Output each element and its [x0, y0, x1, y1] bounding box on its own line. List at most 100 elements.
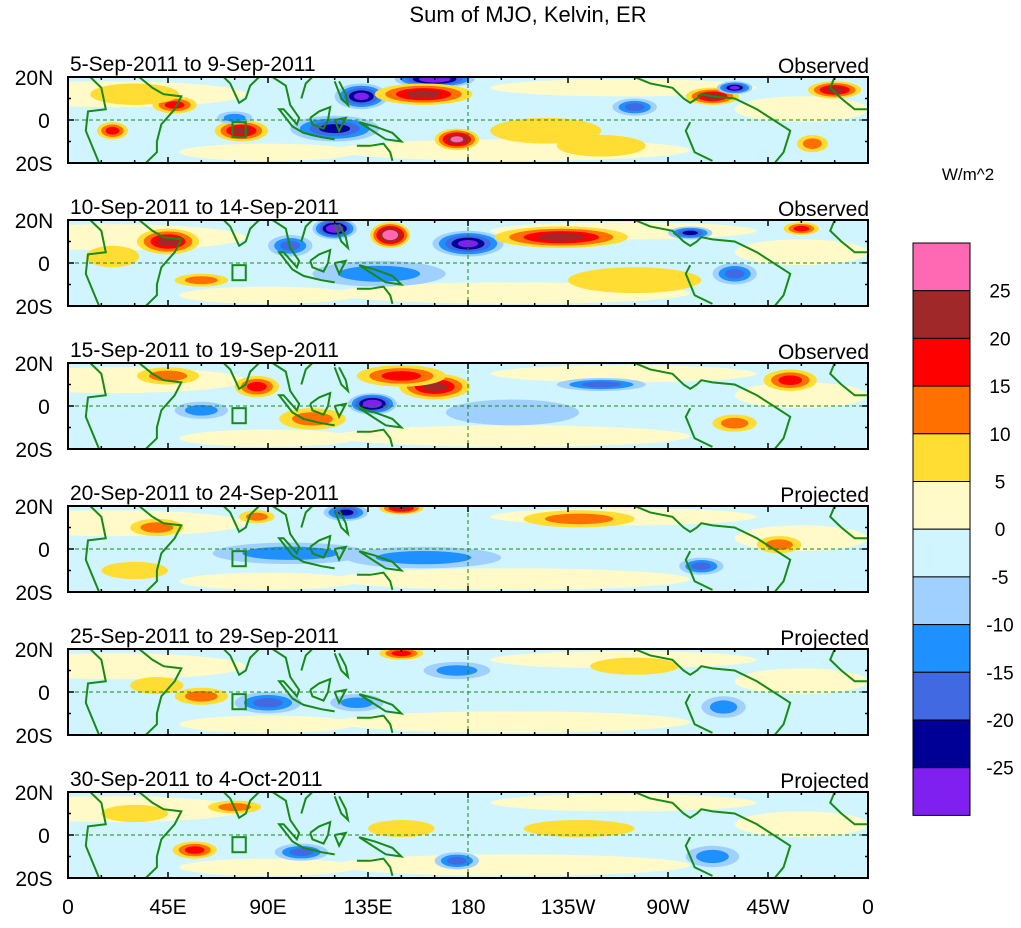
anomaly-contour: [164, 101, 185, 109]
panel-kind-label: Observed: [778, 198, 869, 221]
anomaly-contour: [184, 691, 218, 702]
weak-positive-region: [334, 425, 691, 447]
colorbar: W/m^2 25 20 15 10 5 0 -5 -10 -15 -20 -25: [912, 165, 1014, 816]
anomaly-contour: [130, 676, 184, 695]
weak-positive-region: [179, 286, 357, 304]
colorbar-swatch: [912, 624, 971, 673]
x-tick-label: 45E: [149, 896, 186, 919]
weak-positive-region: [179, 858, 357, 876]
coastline: [333, 223, 350, 251]
colorbar-tick-label: 5: [995, 473, 1006, 494]
anomaly-contour: [101, 804, 168, 823]
panel-date-range: 30-Sep-2011 to 4-Oct-2011: [70, 768, 323, 791]
coastline: [300, 77, 314, 99]
panel-date-range: 25-Sep-2011 to 29-Sep-2011: [70, 625, 339, 648]
coastline: [634, 363, 792, 449]
y-tick-label: 20N: [15, 353, 54, 376]
anomaly-contour: [765, 539, 793, 550]
colorbar-unit-label: W/m^2: [942, 165, 994, 184]
reference-box: [231, 693, 247, 711]
y-tick-label: 20S: [15, 582, 52, 605]
anomaly-contour: [422, 382, 448, 392]
colorbar-swatch: [912, 385, 971, 435]
y-tick-label: 20N: [15, 67, 54, 90]
coastline: [333, 402, 348, 420]
y-tick-label: 20S: [15, 725, 52, 748]
panel-kind-label: Projected: [780, 484, 869, 507]
coastline: [333, 795, 350, 823]
coastline: [829, 792, 868, 826]
reference-box: [231, 407, 247, 425]
anomaly-contour: [450, 136, 464, 143]
colorbar-tick-label: -25: [986, 759, 1013, 780]
colorbar-tick-label: 15: [989, 377, 1010, 398]
y-tick-label: 20S: [15, 868, 52, 891]
weak-positive-region: [334, 568, 691, 590]
map-panel: 5-Sep-2011 to 9-Sep-2011 Observed 20N 0 20S: [15, 53, 869, 176]
x-tick-label: 45W: [746, 896, 789, 919]
coastline: [222, 220, 261, 248]
map-panel: 30-Sep-2011 to 4-Oct-2011 Projected 20N 0 20…: [15, 768, 869, 891]
coastline: [634, 77, 792, 163]
y-tick-label: 0: [38, 825, 50, 848]
colorbar-tick-label: -5: [992, 568, 1009, 589]
colorbar-swatch: [912, 767, 971, 816]
y-tick-label: 20N: [15, 782, 54, 805]
x-tick-label: 135E: [343, 896, 392, 919]
anomaly-contour: [590, 657, 680, 675]
coastline: [222, 506, 261, 534]
reference-box: [231, 121, 247, 139]
coastline: [300, 363, 314, 385]
coastline: [358, 264, 405, 286]
colorbar-swatch: [912, 576, 971, 626]
coastline: [829, 220, 868, 254]
anomaly-contour: [291, 412, 333, 426]
coastline: [829, 649, 868, 683]
anomaly-contour: [721, 417, 749, 429]
panel-kind-label: Projected: [780, 627, 869, 650]
anomaly-contour: [691, 562, 712, 571]
colorbar-tick-label: -20: [986, 711, 1013, 732]
anomaly-contour: [148, 370, 188, 382]
colorbar-swatch: [912, 481, 971, 530]
coastline: [333, 116, 348, 134]
coastline: [300, 792, 314, 814]
coastline: [356, 285, 394, 305]
coastline: [634, 506, 792, 592]
coastline: [271, 649, 335, 713]
anomaly-contour: [184, 846, 205, 854]
coastline: [300, 506, 314, 528]
panel-date-range: 20-Sep-2011 to 24-Sep-2011: [70, 482, 339, 505]
map-panel: 20-Sep-2011 to 24-Sep-2011 Projected 20N 0 2…: [15, 482, 869, 605]
reference-box: [231, 550, 247, 568]
anomaly-contour: [490, 117, 602, 144]
x-tick-label: 135W: [541, 896, 596, 919]
anomaly-contour: [682, 230, 698, 236]
map-panel: 10-Sep-2011 to 14-Sep-2011 Observed 20N 0 20…: [15, 196, 869, 319]
anomaly-field: [68, 506, 868, 592]
anomaly-contour: [523, 819, 635, 838]
weak-positive-region: [179, 572, 357, 590]
anomaly-contour: [223, 113, 246, 122]
anomaly-field: [68, 363, 868, 449]
anomaly-contour: [368, 819, 435, 838]
anomaly-contour: [445, 399, 580, 426]
coastline: [358, 407, 405, 429]
anomaly-contour: [538, 233, 585, 241]
coastline: [634, 220, 792, 306]
coastline: [333, 688, 348, 706]
reference-box: [231, 836, 247, 854]
coastline: [271, 363, 335, 427]
panel-date-range: 10-Sep-2011 to 14-Sep-2011: [70, 196, 339, 219]
coastline: [356, 428, 394, 448]
coastline: [333, 652, 350, 680]
anomaly-field: [68, 792, 868, 878]
y-tick-label: 20S: [15, 153, 52, 176]
anomaly-contour: [90, 83, 180, 105]
anomaly-contour: [436, 665, 478, 676]
coastline: [684, 407, 713, 448]
coastline: [138, 649, 183, 735]
colorbar-swatch: [912, 671, 971, 721]
coastline: [333, 545, 348, 563]
anomaly-contour: [729, 85, 740, 90]
